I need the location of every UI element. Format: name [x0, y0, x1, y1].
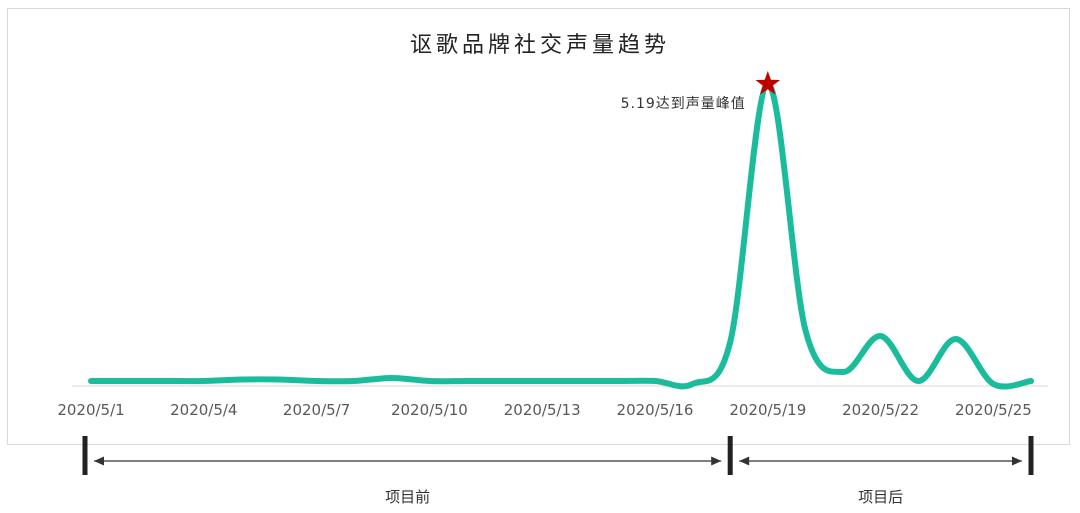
x-tick-label: 2020/5/22	[842, 401, 919, 419]
series-line	[88, 80, 1034, 390]
x-tick-label: 2020/5/25	[955, 401, 1032, 419]
phase-divider	[727, 436, 733, 475]
annotation-group: 5.19达到声量峰值	[621, 71, 781, 112]
phase-arrow-head-left	[94, 456, 104, 466]
phase-label: 项目后	[858, 488, 903, 506]
phase-arrow-head-right	[711, 456, 722, 466]
x-axis: 2020/5/1 2020/5/4 2020/5/7 2020/5/10 2020/5/…	[57, 385, 1048, 419]
phase-arrow-head-right	[1012, 456, 1022, 466]
x-tick-label: 2020/5/1	[57, 401, 124, 419]
x-tick-label: 2020/5/7	[283, 401, 350, 419]
phase-divider	[1028, 436, 1034, 475]
x-tick-label: 2020/5/4	[170, 401, 237, 419]
x-tick-label: 2020/5/10	[391, 401, 468, 419]
chart-title: 讴歌品牌社交声量趋势	[410, 33, 670, 58]
phase-divider	[82, 436, 88, 475]
chart-frame	[7, 8, 1070, 445]
series-group	[88, 80, 1034, 390]
phase-label: 项目前	[385, 488, 430, 506]
phase-group: 项目前 项目后	[82, 436, 1034, 506]
x-tick-label: 2020/5/13	[504, 401, 581, 419]
x-tick-label: 2020/5/16	[617, 401, 694, 419]
peak-annotation-label: 5.19达到声量峰值	[621, 96, 746, 112]
x-tick-label: 2020/5/19	[729, 401, 806, 419]
phase-arrow-head-left	[739, 456, 750, 466]
peak-star-marker	[755, 71, 781, 95]
